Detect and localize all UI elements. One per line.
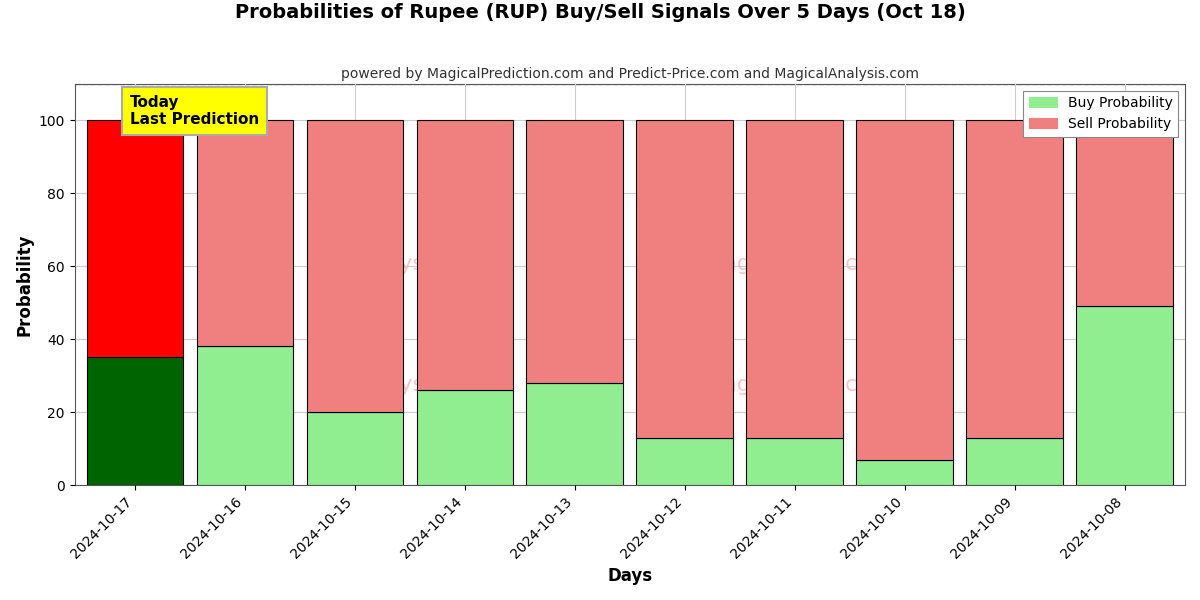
Bar: [86, 120, 184, 358]
X-axis label: Days: Days: [607, 567, 653, 585]
Bar: [416, 390, 514, 485]
Bar: [857, 120, 953, 460]
Title: powered by MagicalPrediction.com and Predict-Price.com and MagicalAnalysis.com: powered by MagicalPrediction.com and Pre…: [341, 67, 919, 81]
Text: MagicalPrediction.com: MagicalPrediction.com: [704, 254, 955, 274]
Bar: [636, 120, 733, 438]
Bar: [636, 438, 733, 485]
Text: MagicalPrediction.com: MagicalPrediction.com: [704, 375, 955, 395]
Bar: [197, 120, 294, 346]
Bar: [307, 412, 403, 485]
Bar: [1076, 120, 1172, 306]
Bar: [1076, 306, 1172, 485]
Bar: [966, 120, 1063, 438]
Bar: [857, 460, 953, 485]
Bar: [527, 120, 623, 383]
Bar: [197, 346, 294, 485]
Legend: Buy Probability, Sell Probability: Buy Probability, Sell Probability: [1024, 91, 1178, 137]
Bar: [416, 120, 514, 390]
Bar: [527, 383, 623, 485]
Text: Today
Last Prediction: Today Last Prediction: [130, 95, 259, 127]
Bar: [86, 358, 184, 485]
Bar: [307, 120, 403, 412]
Text: calAnalysis.com: calAnalysis.com: [318, 375, 497, 395]
Text: calAnalysis.com: calAnalysis.com: [318, 254, 497, 274]
Bar: [746, 438, 844, 485]
Y-axis label: Probability: Probability: [16, 233, 34, 335]
Text: Probabilities of Rupee (RUP) Buy/Sell Signals Over 5 Days (Oct 18): Probabilities of Rupee (RUP) Buy/Sell Si…: [235, 3, 965, 22]
Bar: [746, 120, 844, 438]
Bar: [966, 438, 1063, 485]
